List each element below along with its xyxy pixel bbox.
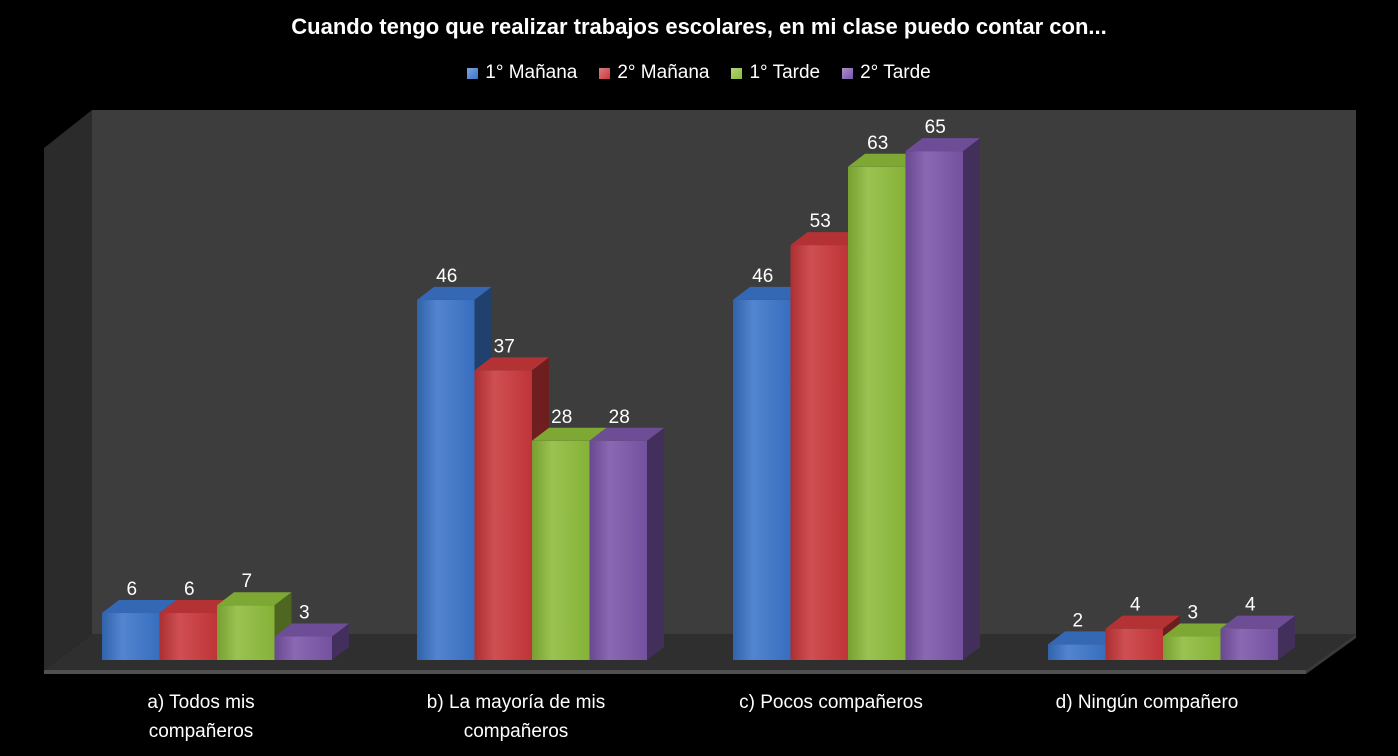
bar-top <box>159 600 234 614</box>
legend-item: 2° Tarde <box>842 62 931 84</box>
x-tick-label: d) Ningún compañero <box>1056 692 1239 713</box>
bar-top <box>848 153 923 167</box>
bar-top <box>1105 615 1180 629</box>
bar-side <box>647 427 664 660</box>
data-label: 37 <box>494 336 515 357</box>
bar <box>733 299 791 660</box>
bar-top <box>905 138 980 152</box>
bar-top <box>589 427 664 441</box>
bar <box>474 370 532 660</box>
x-tick-label: c) Pocos compañeros <box>739 692 923 713</box>
legend-item: 2° Mañana <box>599 62 709 84</box>
x-tick-label: b) La mayoría de mis compañeros <box>427 692 605 742</box>
data-label: 3 <box>1187 603 1198 624</box>
legend-label: 1° Tarde <box>749 62 821 83</box>
bar-side <box>963 138 980 661</box>
bar <box>848 166 906 661</box>
legend-swatch-3 <box>731 67 743 79</box>
legend-item: 1° Mañana <box>467 62 577 84</box>
data-label: 4 <box>1245 595 1256 616</box>
data-label: 6 <box>126 579 137 600</box>
legend-item: 1° Tarde <box>731 62 820 84</box>
legend-label: 2° Mañana <box>617 62 710 83</box>
bar <box>790 245 848 661</box>
legend-label: 2° Tarde <box>860 62 931 83</box>
bar-side <box>332 623 349 660</box>
legend: 1° Mañana 2° Mañana 1° Tarde 2° Tarde <box>0 62 1398 84</box>
floor-edge-side <box>1306 634 1356 674</box>
data-label: 6 <box>184 579 195 600</box>
bar-top <box>1048 631 1123 645</box>
data-label: 3 <box>299 603 310 624</box>
bar <box>1163 636 1221 660</box>
data-label: 2 <box>1072 610 1083 631</box>
bar <box>274 636 332 660</box>
data-label: 63 <box>867 133 888 154</box>
bar <box>1105 628 1163 660</box>
legend-swatch-4 <box>842 67 854 79</box>
bar-top <box>733 286 808 300</box>
legend-swatch-2 <box>599 67 611 79</box>
bar <box>102 613 160 660</box>
bar <box>417 299 475 660</box>
bar-top <box>1163 623 1238 637</box>
bar-top <box>217 592 292 606</box>
data-label: 7 <box>241 571 252 592</box>
bar-top <box>102 600 177 614</box>
data-label: 65 <box>925 117 946 138</box>
legend-label: 1° Mañana <box>485 62 578 83</box>
data-label: 28 <box>609 407 630 428</box>
side-wall <box>44 110 92 670</box>
floor <box>44 634 1356 670</box>
floor-edge <box>44 670 1306 674</box>
data-label: 28 <box>551 407 572 428</box>
bar-top <box>1220 615 1295 629</box>
bar-top <box>474 357 549 371</box>
data-label: 46 <box>436 266 457 287</box>
x-tick-label: a) Todos mis compañeros <box>147 692 254 742</box>
back-wall <box>92 110 1356 634</box>
bar-top <box>790 232 865 246</box>
bar <box>905 151 963 660</box>
legend-swatch-1 <box>467 67 479 79</box>
data-label: 53 <box>810 211 831 232</box>
bar <box>217 605 275 660</box>
bar <box>1048 644 1106 660</box>
bar-top <box>274 623 349 637</box>
bar-top <box>532 427 607 441</box>
bar <box>1220 628 1278 660</box>
bar <box>532 440 590 660</box>
bar <box>159 613 217 660</box>
bar-side <box>1278 615 1295 660</box>
data-label: 4 <box>1130 595 1141 616</box>
bar <box>589 440 647 660</box>
chart-title: Cuando tengo que realizar trabajos escol… <box>291 14 1107 39</box>
data-label: 46 <box>752 266 773 287</box>
bar-top <box>417 286 492 300</box>
